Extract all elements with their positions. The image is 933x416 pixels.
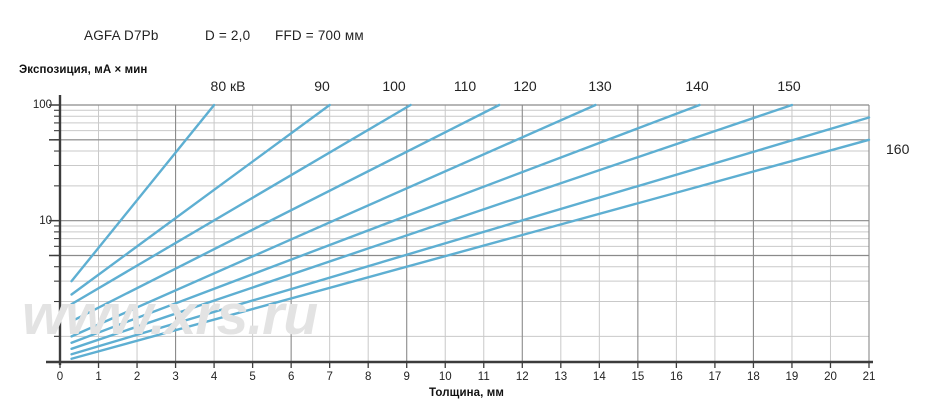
x-tick-label: 21	[862, 371, 876, 383]
x-tick-label: 9	[403, 371, 410, 383]
x-axis-title: Толщина, мм	[429, 387, 504, 399]
x-tick-label: 14	[592, 371, 606, 383]
series-label-110: 110	[453, 78, 477, 94]
film-type-label: AGFA D7Pb	[84, 28, 159, 43]
x-tick-label: 8	[364, 371, 372, 383]
curve-160-кв	[70, 138, 871, 360]
x-tick-label: 4	[210, 371, 218, 383]
series-label-100: 100	[382, 78, 406, 94]
x-tick-label: 11	[477, 371, 490, 383]
curve-130-кв	[70, 103, 701, 344]
x-tick-label: 10	[438, 371, 452, 383]
x-tick-label: 7	[326, 371, 333, 383]
curve-150-кв	[70, 116, 871, 356]
series-label-120: 120	[513, 78, 537, 94]
curve-80-кв	[70, 103, 216, 283]
x-tick-label: 15	[631, 371, 645, 383]
ffd-label: FFD = 700 мм	[275, 28, 364, 43]
series-label-90: 90	[314, 78, 330, 94]
grid-minor	[60, 105, 869, 362]
x-tick-label: 20	[824, 371, 837, 383]
x-tick-label: 5	[249, 371, 256, 383]
x-tick-label: 16	[669, 371, 683, 383]
curve-110-кв	[70, 103, 501, 323]
x-tick-label: 13	[554, 371, 568, 383]
x-tick-label: 2	[133, 371, 141, 383]
x-tick-label: 6	[287, 371, 295, 383]
x-tick-label: 17	[708, 371, 722, 383]
series-label-150: 150	[777, 78, 801, 94]
y-tick-label: 10	[39, 214, 52, 227]
x-tick-label: 19	[785, 371, 799, 383]
grid-major	[60, 104, 870, 362]
series-label-130: 130	[588, 78, 612, 94]
x-tick-label: 3	[172, 371, 179, 383]
x-tick-label: 12	[515, 371, 529, 383]
series-label-80-кв: 80 кВ	[210, 78, 246, 94]
curve-120-кв	[70, 103, 597, 338]
curve-140-кв	[70, 103, 794, 351]
density-label: D = 2,0	[205, 28, 251, 43]
x-tick-label: 1	[95, 371, 102, 383]
y-axis-title: Экспозиция, мА × мин	[19, 64, 148, 76]
curve-100-кв	[70, 103, 412, 306]
curve-group	[70, 103, 871, 360]
axis-ticks	[49, 104, 870, 368]
x-tick-label: 18	[747, 371, 760, 383]
series-label-160: 160	[886, 141, 910, 157]
curve-90-кв	[70, 103, 331, 296]
series-label-140: 140	[685, 78, 709, 94]
y-tick-label: 100	[32, 99, 52, 111]
x-tick-label: 0	[56, 371, 64, 383]
